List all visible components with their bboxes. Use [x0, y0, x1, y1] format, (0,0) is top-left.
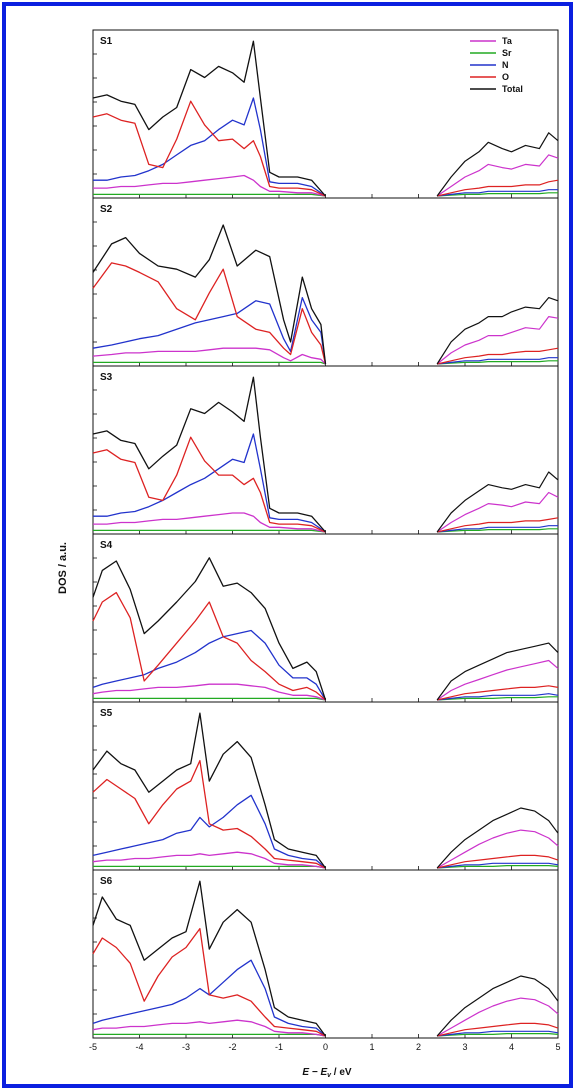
series-ta-conduction [436, 154, 559, 197]
x-tick-label: -1 [275, 1042, 283, 1052]
x-tick-label: -3 [182, 1042, 190, 1052]
panel-label: S1 [100, 36, 113, 47]
series-sr-valence [93, 193, 326, 197]
series-ta-conduction [436, 491, 559, 533]
series-total-valence [92, 880, 327, 1037]
series-sr-conduction [437, 528, 558, 533]
series-ta-valence [93, 174, 326, 197]
x-tick-label: -2 [228, 1042, 236, 1052]
series-o-valence [92, 436, 326, 533]
series-total-conduction [436, 471, 559, 533]
panel-frame [92, 869, 559, 1039]
series-ta-conduction [436, 829, 559, 869]
series-ta-valence [92, 347, 326, 365]
series-ta-valence [92, 683, 326, 701]
series-ta-valence [92, 851, 326, 869]
series-o-valence [92, 927, 326, 1037]
series-sr-valence [93, 865, 326, 869]
panel-label: S5 [100, 708, 113, 719]
series-ta-valence [92, 1019, 326, 1037]
panel-frame [92, 701, 559, 871]
series-n-valence [92, 296, 327, 365]
panel-label: S3 [100, 372, 113, 383]
series-sr-valence [93, 529, 326, 533]
series-sr-conduction [437, 1032, 559, 1037]
series-o-conduction [436, 179, 559, 197]
panel-label: S2 [100, 204, 113, 215]
series-sr-conduction [437, 696, 558, 701]
series-o-valence [92, 591, 326, 701]
series-total-valence [92, 712, 327, 869]
series-sr-conduction [437, 360, 558, 365]
series-o-valence [92, 262, 327, 365]
x-tick-label: 0 [323, 1042, 328, 1052]
legend: Ta Sr NO Total [470, 36, 523, 94]
series-ta-conduction [436, 316, 559, 365]
series-o-conduction [436, 685, 559, 701]
panel-s5: S5 [92, 701, 559, 871]
series-n-valence [93, 433, 326, 533]
series-n-conduction [437, 693, 559, 701]
series-o-valence [92, 759, 326, 869]
legend-label-sr: Sr [502, 48, 512, 58]
series-n-valence [93, 97, 326, 197]
series-total-conduction [436, 807, 559, 869]
panel-label: S6 [100, 876, 113, 887]
series-total-valence [92, 557, 327, 701]
series-n-conduction [437, 862, 559, 869]
series-n-conduction [437, 189, 558, 197]
series-n-conduction [437, 1030, 559, 1037]
panel-s4: S4 [92, 533, 559, 703]
series-total-valence [92, 376, 326, 533]
series-o-conduction [436, 1022, 559, 1037]
legend-label-o: O [502, 72, 509, 82]
x-tick-label: 3 [462, 1042, 467, 1052]
series-n-conduction [437, 525, 558, 533]
series-ta-conduction [436, 659, 559, 701]
series-n-valence [92, 794, 326, 869]
series-sr-conduction [437, 864, 559, 869]
panel-frame [92, 365, 559, 535]
series-n-conduction [437, 357, 558, 365]
panel-s6: S6 [92, 869, 559, 1039]
series-total-valence [92, 40, 326, 197]
series-total-conduction [436, 642, 559, 701]
x-tick-label: 1 [369, 1042, 374, 1052]
series-ta-valence [93, 512, 326, 533]
series-n-valence [92, 629, 327, 701]
series-sr-valence [93, 697, 326, 701]
series-o-conduction [436, 347, 559, 365]
panel-label: S4 [100, 540, 113, 551]
series-o-conduction [436, 517, 559, 533]
x-tick-label: 5 [555, 1042, 560, 1052]
series-sr-valence [93, 1033, 326, 1037]
x-tick-label: 2 [416, 1042, 421, 1052]
panel-frame [92, 197, 559, 367]
series-total-valence [92, 224, 327, 365]
x-tick-labels: -5 -4 -3 -2 -1 0 1 2 3 4 5 [89, 1042, 561, 1052]
legend-label-ta: Ta [502, 36, 513, 46]
legend-label-total: Total [502, 84, 523, 94]
series-sr-valence [93, 361, 326, 365]
series-o-conduction [436, 854, 559, 869]
x-tick-label: 4 [509, 1042, 514, 1052]
series-o-valence [92, 100, 326, 197]
y-axis-label: DOS / a.u. [57, 542, 69, 594]
series-total-conduction [436, 975, 559, 1037]
series-ta-conduction [436, 997, 559, 1037]
series-sr-conduction [437, 192, 558, 197]
panel-s1: S1 [92, 29, 559, 199]
legend-label-n: N [502, 60, 509, 70]
series-total-conduction [436, 297, 559, 365]
panels-group: S1 S2 S3 S4 S5 S6 [92, 29, 559, 1039]
x-tick-label: -5 [89, 1042, 97, 1052]
x-axis-label: E − Ev / eV [302, 1067, 352, 1079]
x-tick-label: -4 [135, 1042, 143, 1052]
panel-s3: S3 [92, 365, 559, 535]
series-n-valence [92, 959, 326, 1037]
series-total-conduction [436, 132, 559, 197]
panel-frame [92, 29, 559, 199]
panel-s2: S2 [92, 197, 559, 367]
